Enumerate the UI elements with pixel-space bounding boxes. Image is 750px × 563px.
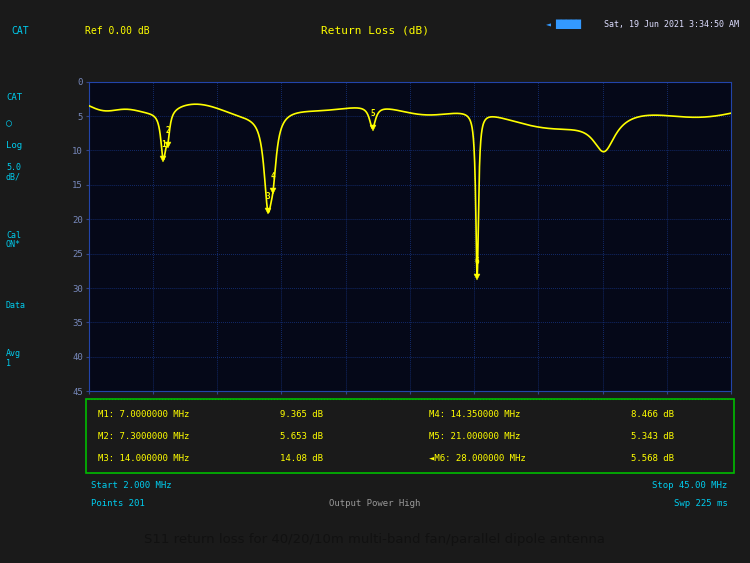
Text: 8.466 dB: 8.466 dB xyxy=(631,410,674,419)
Text: 3: 3 xyxy=(266,192,270,201)
Text: Cal: Cal xyxy=(6,231,21,240)
Text: 5: 5 xyxy=(370,109,375,118)
Text: Output Power High: Output Power High xyxy=(329,499,421,508)
Text: Log: Log xyxy=(6,141,22,150)
Text: Ref 0.00 dB: Ref 0.00 dB xyxy=(86,26,150,36)
Text: CAT: CAT xyxy=(11,26,28,36)
Text: ON*: ON* xyxy=(6,240,21,249)
Text: M1: 7.0000000 MHz: M1: 7.0000000 MHz xyxy=(98,410,189,419)
Text: M4: 14.350000 MHz: M4: 14.350000 MHz xyxy=(430,410,520,419)
Text: ◄ █████: ◄ █████ xyxy=(546,20,580,29)
Text: Points 201: Points 201 xyxy=(92,499,145,508)
Text: CAT: CAT xyxy=(6,93,22,102)
Text: Avg: Avg xyxy=(6,349,21,358)
Text: 1: 1 xyxy=(6,359,11,368)
Text: 5.653 dB: 5.653 dB xyxy=(280,432,322,441)
Text: Return Loss (dB): Return Loss (dB) xyxy=(321,26,429,36)
Text: 14.08 dB: 14.08 dB xyxy=(280,454,322,463)
Text: ○: ○ xyxy=(6,118,12,128)
Text: ◄M6: 28.000000 MHz: ◄M6: 28.000000 MHz xyxy=(430,454,526,463)
Text: Start 2.000 MHz: Start 2.000 MHz xyxy=(92,481,172,490)
Text: Data: Data xyxy=(6,301,26,310)
Text: 2: 2 xyxy=(166,126,170,135)
Text: M3: 14.000000 MHz: M3: 14.000000 MHz xyxy=(98,454,189,463)
Text: 5.568 dB: 5.568 dB xyxy=(631,454,674,463)
Text: S11 return loss for 40/20/10m multi-band fan/parallel dipole antenna: S11 return loss for 40/20/10m multi-band… xyxy=(145,533,605,546)
Text: 4: 4 xyxy=(271,172,275,181)
Text: 5.343 dB: 5.343 dB xyxy=(631,432,674,441)
Text: 5.0: 5.0 xyxy=(6,163,21,172)
Text: M2: 7.3000000 MHz: M2: 7.3000000 MHz xyxy=(98,432,189,441)
Text: 6: 6 xyxy=(475,257,479,266)
Text: Stop 45.00 MHz: Stop 45.00 MHz xyxy=(652,481,728,490)
Text: Swp 225 ms: Swp 225 ms xyxy=(674,499,728,508)
Text: 9.365 dB: 9.365 dB xyxy=(280,410,322,419)
Text: dB/: dB/ xyxy=(6,173,21,182)
Text: Sat, 19 Jun 2021 3:34:50 AM: Sat, 19 Jun 2021 3:34:50 AM xyxy=(604,20,739,29)
Text: 1: 1 xyxy=(161,140,166,149)
Text: M5: 21.000000 MHz: M5: 21.000000 MHz xyxy=(430,432,520,441)
